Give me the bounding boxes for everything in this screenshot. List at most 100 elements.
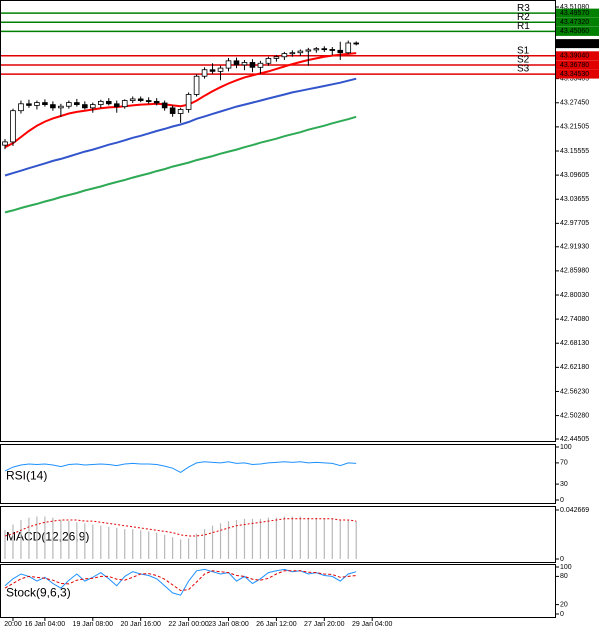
y-tick-label: 43.15555 [560, 148, 589, 155]
moving-average [4, 77, 357, 177]
y-tick-label: 43.27450 [560, 100, 589, 107]
x-tick-label: 16 Jan 04:00 [25, 621, 66, 628]
candle-body [265, 57, 272, 64]
signal-line [4, 518, 357, 537]
y-tick-label: 43.03655 [560, 196, 589, 203]
candle-body [34, 102, 40, 106]
price-tag-label: 43.34530 [560, 71, 589, 78]
candle-body [289, 52, 296, 55]
candle-body [273, 56, 280, 59]
price-tag [556, 26, 599, 36]
candle-body [329, 49, 336, 51]
x-tick-label: 23 Jan 08:00 [208, 621, 249, 628]
candle-body [193, 75, 200, 95]
y-tick-label: 42.97705 [560, 220, 589, 227]
price-tag-label: 43.49570 [560, 10, 589, 17]
candle-body [137, 98, 144, 101]
candle-body [18, 103, 24, 112]
y-tick-label: 42.80030 [560, 292, 589, 299]
price-tag-label: 43.47320 [560, 19, 589, 26]
candle-body [26, 103, 32, 106]
x-tick-label: 26 Jan 12:00 [256, 621, 297, 628]
candle-body [97, 100, 104, 106]
candle-body [257, 62, 264, 68]
y-tick-label: 43.33405 [560, 75, 589, 82]
y-tick-label: 43.51080 [560, 4, 589, 11]
moving-average [4, 115, 357, 214]
pivot-name: R1 [517, 21, 530, 32]
candle-body [129, 98, 136, 101]
x-tick-label: 19 Jan 08:00 [73, 621, 114, 628]
price-tag [556, 8, 599, 18]
y-tick-label: 0 [560, 497, 564, 504]
y-tick-label: 70 [560, 460, 568, 467]
candle-body [209, 69, 216, 72]
y-tick-label: 80 [560, 573, 568, 580]
candle-body [74, 102, 80, 106]
y-tick-label: 100 [560, 444, 572, 451]
candle-body [177, 109, 184, 114]
candle-body [153, 100, 160, 104]
price-tag [556, 51, 599, 61]
candle-body [353, 42, 360, 45]
candle-body [321, 48, 328, 51]
indicator-line [4, 461, 357, 473]
x-tick-label: 29 Jan 04:00 [352, 621, 393, 628]
price-tag [556, 17, 599, 27]
y-tick-label: 30 [560, 481, 568, 488]
pivot-name: S2 [517, 55, 530, 66]
candle-body [50, 104, 56, 109]
candle-body [233, 60, 240, 66]
candle-body [105, 100, 112, 105]
price-tag-label: 43.36780 [560, 62, 589, 69]
y-tick-label: 42.62180 [560, 364, 589, 371]
candle-body [281, 53, 288, 58]
y-tick-label: 0 [560, 611, 564, 618]
candle-body [185, 94, 192, 110]
candle-body [58, 105, 64, 109]
candle-body [217, 67, 224, 72]
stoch-panel-frame [0, 564, 556, 618]
candle-body [113, 103, 120, 108]
candle-body [169, 107, 176, 114]
y-tick-label: 100 [560, 564, 572, 571]
pivot-name: S1 [517, 45, 530, 56]
candle-body [161, 102, 168, 109]
candle-body [313, 48, 320, 51]
y-tick-label: 43.09605 [560, 172, 589, 179]
price-tag [556, 60, 599, 70]
candle-body [121, 100, 128, 108]
pivot-name: R2 [517, 12, 530, 23]
pivot-name: R3 [517, 3, 530, 14]
y-tick-label: 0 [560, 556, 564, 563]
candle-body [10, 110, 16, 143]
x-tick-label: 27 Jan 20:00 [304, 621, 345, 628]
y-tick-label: 0.042669 [560, 507, 589, 514]
last-price-label: 43.42046 [560, 40, 589, 47]
panel-title: RSI(14) [6, 469, 47, 483]
x-tick-label: 22 Jan 00:00 [168, 621, 209, 628]
y-tick-label: 42.74080 [560, 316, 589, 323]
candle-body [42, 102, 48, 106]
y-tick-label: 43.21505 [560, 124, 589, 131]
panel-title: Stock(9,6,3) [6, 586, 71, 600]
candle-body [82, 104, 88, 109]
candle-body [297, 50, 304, 54]
moving-average [4, 52, 357, 149]
candle-body [337, 49, 344, 54]
candle-body [345, 42, 352, 54]
candle-body [66, 102, 72, 107]
y-tick-label: 42.91930 [560, 244, 589, 251]
candle-body [201, 69, 208, 77]
candle-body [90, 104, 96, 109]
price-tag-label: 43.39040 [560, 53, 589, 60]
y-tick-label: 42.68130 [560, 340, 589, 347]
pivot-name: S3 [517, 64, 530, 75]
y-tick-label: 20 [560, 601, 568, 608]
y-tick-label: 42.44505 [560, 436, 589, 443]
x-tick-label: 20 Jan 16:00 [120, 621, 161, 628]
candle-body [305, 49, 312, 52]
x-tick-label: 20:00 [4, 621, 22, 628]
candle-body [249, 62, 256, 68]
